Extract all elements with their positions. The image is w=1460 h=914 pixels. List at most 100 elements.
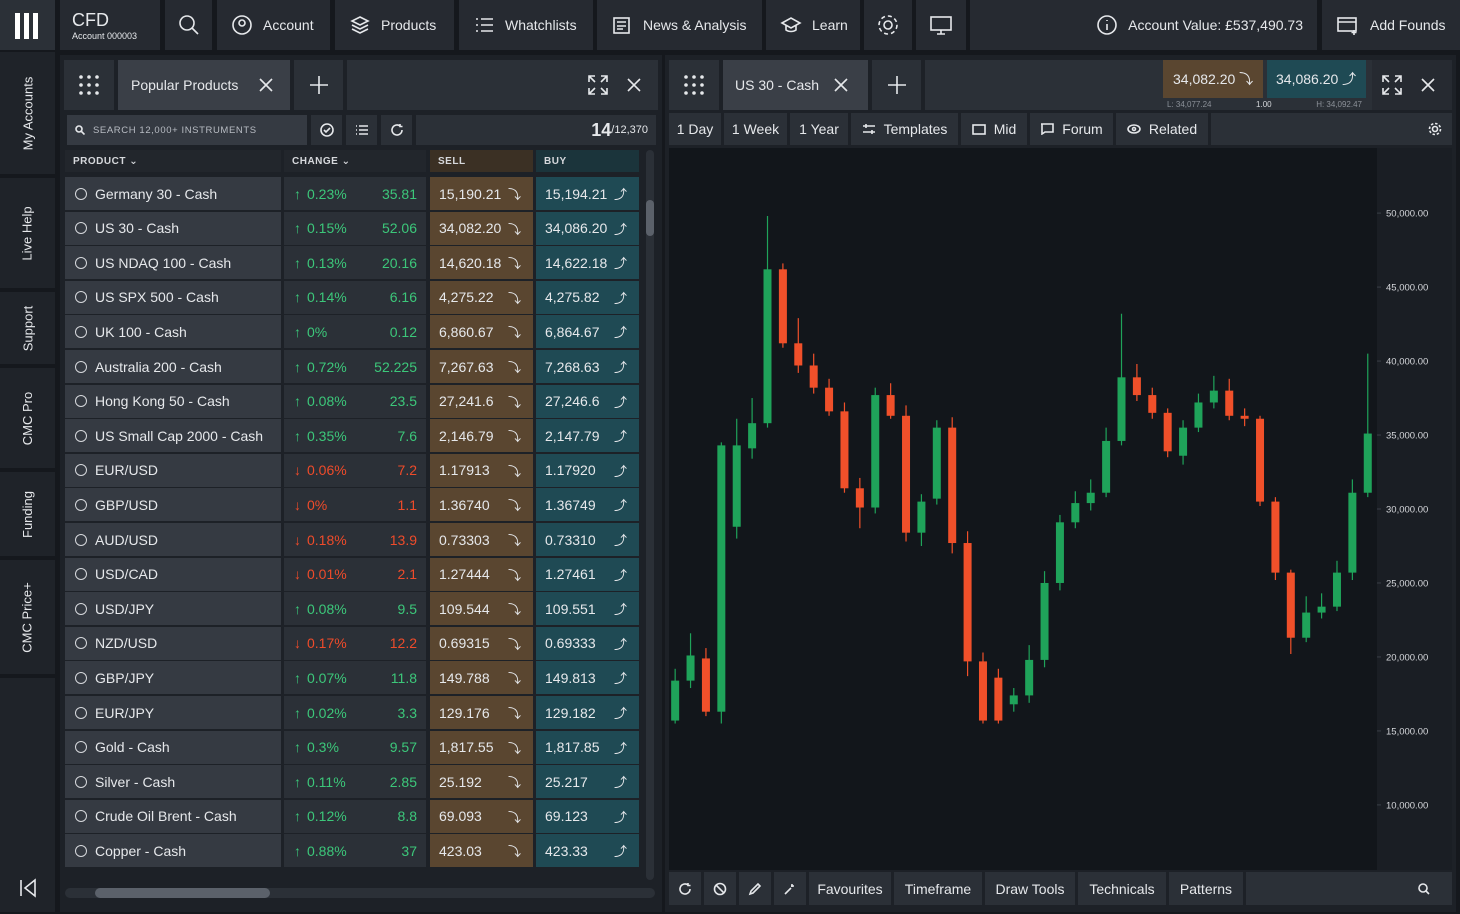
sell-price[interactable]: 14,620.18 [430,246,533,280]
sell-button[interactable]: 34,082.20 ⤵ [1163,60,1263,98]
close-icon[interactable] [626,77,642,93]
toolbar-button[interactable]: 1 Week [724,113,787,145]
nav-news[interactable]: News & Analysis [597,0,762,50]
buy-price[interactable]: 129.182 [536,696,639,729]
buy-price[interactable]: 7,268.63 [536,350,639,383]
toolbar-settings[interactable] [1211,113,1452,145]
buy-price[interactable]: 423.33 [536,834,639,868]
chart-menu[interactable]: Technicals [1078,872,1166,905]
buy-price[interactable]: 15,194.21 [536,177,639,210]
add-tab[interactable] [872,60,921,110]
sell-price[interactable]: 1,817.55 [430,730,533,764]
buy-price[interactable]: 109.551 [536,592,639,626]
sell-price[interactable]: 2,146.79 [430,419,533,453]
buy-price[interactable]: 0.73310 [536,523,639,556]
product-row[interactable]: US 30 - Cash 0.15% 52.06 34,082.2034,086.20 [65,211,639,245]
sell-price[interactable]: 25.192 [430,765,533,799]
product-row[interactable]: NZD/USD 0.17% 12.2 0.693150.69333 [65,626,639,660]
buy-price[interactable]: 34,086.20 [536,211,639,245]
scroll-thumb[interactable] [646,200,654,236]
product-row[interactable]: US NDAQ 100 - Cash 0.13% 20.16 14,620.1814,… [65,246,639,280]
toolbar-button[interactable]: Related [1116,113,1208,145]
chart-tool[interactable] [774,872,806,905]
product-row[interactable]: USD/JPY 0.08% 9.5 109.544109.551 [65,592,639,626]
nav-watchlists[interactable]: Whatchlists [459,0,593,50]
buy-price[interactable]: 1.17920 [536,453,639,487]
buy-price[interactable]: 0.69333 [536,626,639,660]
panel-menu[interactable] [64,60,114,110]
chart-menu[interactable]: Favourites [809,872,891,905]
product-row[interactable]: Crude Oil Brent - Cash 0.12% 8.8 69.09369.1… [65,799,639,833]
sidebar-tab[interactable]: My Accounts [0,52,55,176]
panel-menu[interactable] [669,60,719,110]
column-header[interactable]: SELL [430,150,533,172]
column-header[interactable]: CHANGE ⌄ [284,150,426,172]
sidebar-tab[interactable]: Funding [0,472,55,558]
sell-price[interactable]: 4,275.22 [430,280,533,314]
product-row[interactable]: UK 100 - Cash 0% 0.12 6,860.676,864.67 [65,315,639,349]
product-row[interactable]: Hong Kong 50 - Cash 0.08% 23.5 27,241.627,2… [65,384,639,418]
product-row[interactable]: GBP/USD 0% 1.1 1.367401.36749 [65,488,639,522]
chart-tool[interactable] [739,872,771,905]
buy-price[interactable]: 69.123 [536,799,639,833]
buy-price[interactable]: 25.217 [536,765,639,799]
add-funds[interactable]: Add Founds [1322,0,1460,50]
sell-price[interactable]: 423.03 [430,834,533,868]
vertical-scrollbar[interactable] [646,150,654,880]
sell-price[interactable]: 7,267.63 [430,350,533,383]
search-button[interactable] [165,0,212,50]
buy-price[interactable]: 149.813 [536,661,639,695]
product-row[interactable]: US Small Cap 2000 - Cash 0.35% 7.6 2,146.79… [65,419,639,453]
chart-tab[interactable]: US 30 - Cash [723,60,868,110]
sidebar-collapse[interactable] [0,678,55,914]
sell-price[interactable]: 1.36740 [430,488,533,522]
toolbar-button[interactable]: Templates [851,113,958,145]
product-row[interactable]: EUR/USD 0.06% 7.2 1.179131.17920 [65,453,639,487]
sell-price[interactable]: 149.788 [430,661,533,695]
chart-menu[interactable]: Timeframe [894,872,982,905]
product-row[interactable]: Copper - Cash 0.88% 37 423.03423.33 [65,834,639,868]
refresh-button[interactable] [381,115,412,145]
column-header[interactable]: BUY [536,150,639,172]
buy-price[interactable]: 1.36749 [536,488,639,522]
nav-learn[interactable]: Learn [766,0,860,50]
toolbar-button[interactable]: 1 Year [790,113,848,145]
product-row[interactable]: AUD/USD 0.18% 13.9 0.733030.73310 [65,523,639,556]
scroll-thumb[interactable] [95,888,270,898]
product-row[interactable]: Australia 200 - Cash 0.72% 52.225 7,267.637… [65,350,639,383]
column-header[interactable]: PRODUCT ⌄ [65,150,281,172]
sidebar-tab[interactable]: CMC Price+ [0,560,55,676]
sidebar-tab[interactable]: Support [0,292,55,366]
display-button[interactable] [916,0,966,50]
nav-account[interactable]: Account [217,0,330,50]
sell-price[interactable]: 15,190.21 [430,177,533,210]
buy-price[interactable]: 27,246.6 [536,384,639,418]
logo[interactable] [0,0,55,50]
buy-price[interactable]: 2,147.79 [536,419,639,453]
sell-price[interactable]: 27,241.6 [430,384,533,418]
product-row[interactable]: Germany 30 - Cash 0.23% 35.81 15,190.2115,1… [65,177,639,210]
chart-tool[interactable] [704,872,736,905]
chart-menu[interactable]: Draw Tools [985,872,1075,905]
buy-price[interactable]: 4,275.82 [536,280,639,314]
product-row[interactable]: GBP/JPY 0.07% 11.8 149.788149.813 [65,661,639,695]
settings-button[interactable] [864,0,912,50]
product-row[interactable]: Silver - Cash 0.11% 2.85 25.19225.217 [65,765,639,799]
buy-price[interactable]: 14,622.18 [536,246,639,280]
product-row[interactable]: EUR/JPY 0.02% 3.3 129.176129.182 [65,696,639,729]
sell-price[interactable]: 69.093 [430,799,533,833]
chart-search[interactable] [1246,872,1452,905]
sell-price[interactable]: 109.544 [430,592,533,626]
nav-products[interactable]: Products [335,0,454,50]
chart-menu[interactable]: Patterns [1169,872,1243,905]
buy-price[interactable]: 1,817.85 [536,730,639,764]
add-tab[interactable] [294,60,343,110]
sell-price[interactable]: 0.73303 [430,523,533,556]
sell-price[interactable]: 1.17913 [430,453,533,487]
toolbar-button[interactable]: Mid [961,113,1027,145]
sidebar-tab[interactable]: Live Help [0,178,55,290]
filter-button[interactable] [311,115,342,145]
buy-button[interactable]: 34,086.20 ⤴ [1267,60,1366,98]
buy-price[interactable]: 1.27461 [536,557,639,591]
buy-price[interactable]: 6,864.67 [536,315,639,349]
